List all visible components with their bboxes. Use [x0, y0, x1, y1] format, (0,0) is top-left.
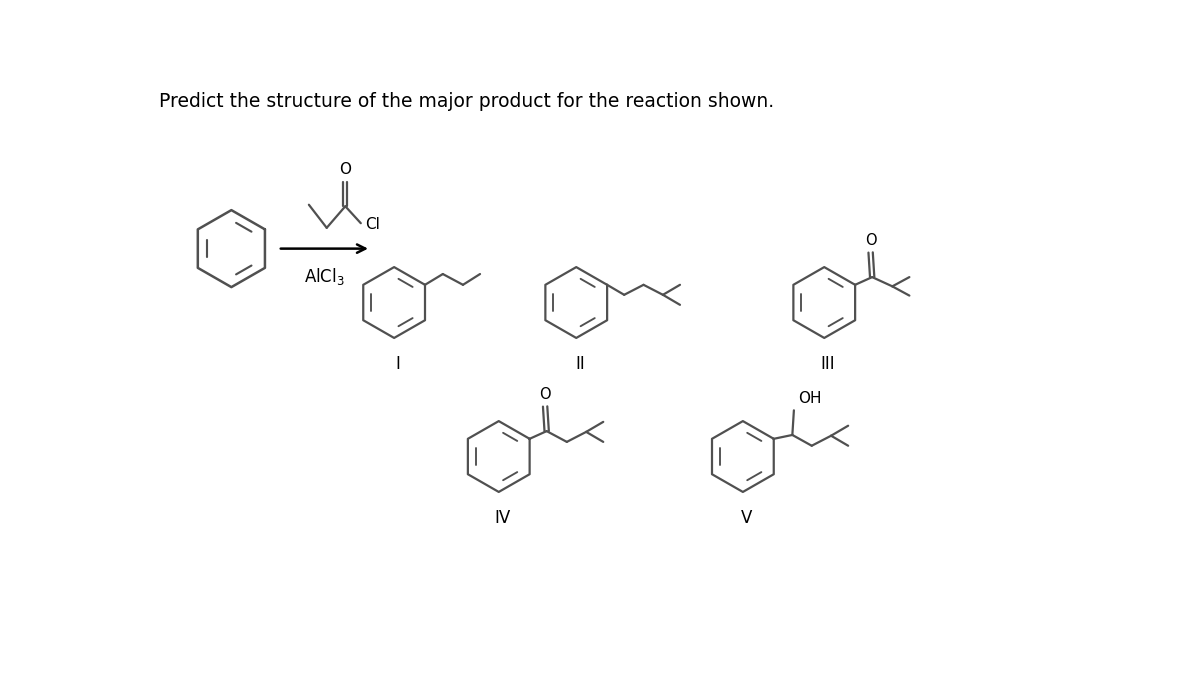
Text: OH: OH: [798, 392, 822, 406]
Text: O: O: [539, 387, 551, 402]
Text: IV: IV: [494, 509, 511, 527]
Text: Cl: Cl: [366, 217, 380, 232]
Text: AlCl$_3$: AlCl$_3$: [304, 266, 344, 287]
Text: O: O: [865, 233, 876, 248]
Text: II: II: [575, 355, 586, 373]
Text: I: I: [396, 355, 401, 373]
Text: V: V: [742, 509, 752, 527]
Text: III: III: [821, 355, 835, 373]
Text: O: O: [340, 162, 352, 177]
Text: Predict the structure of the major product for the reaction shown.: Predict the structure of the major produ…: [160, 92, 774, 111]
